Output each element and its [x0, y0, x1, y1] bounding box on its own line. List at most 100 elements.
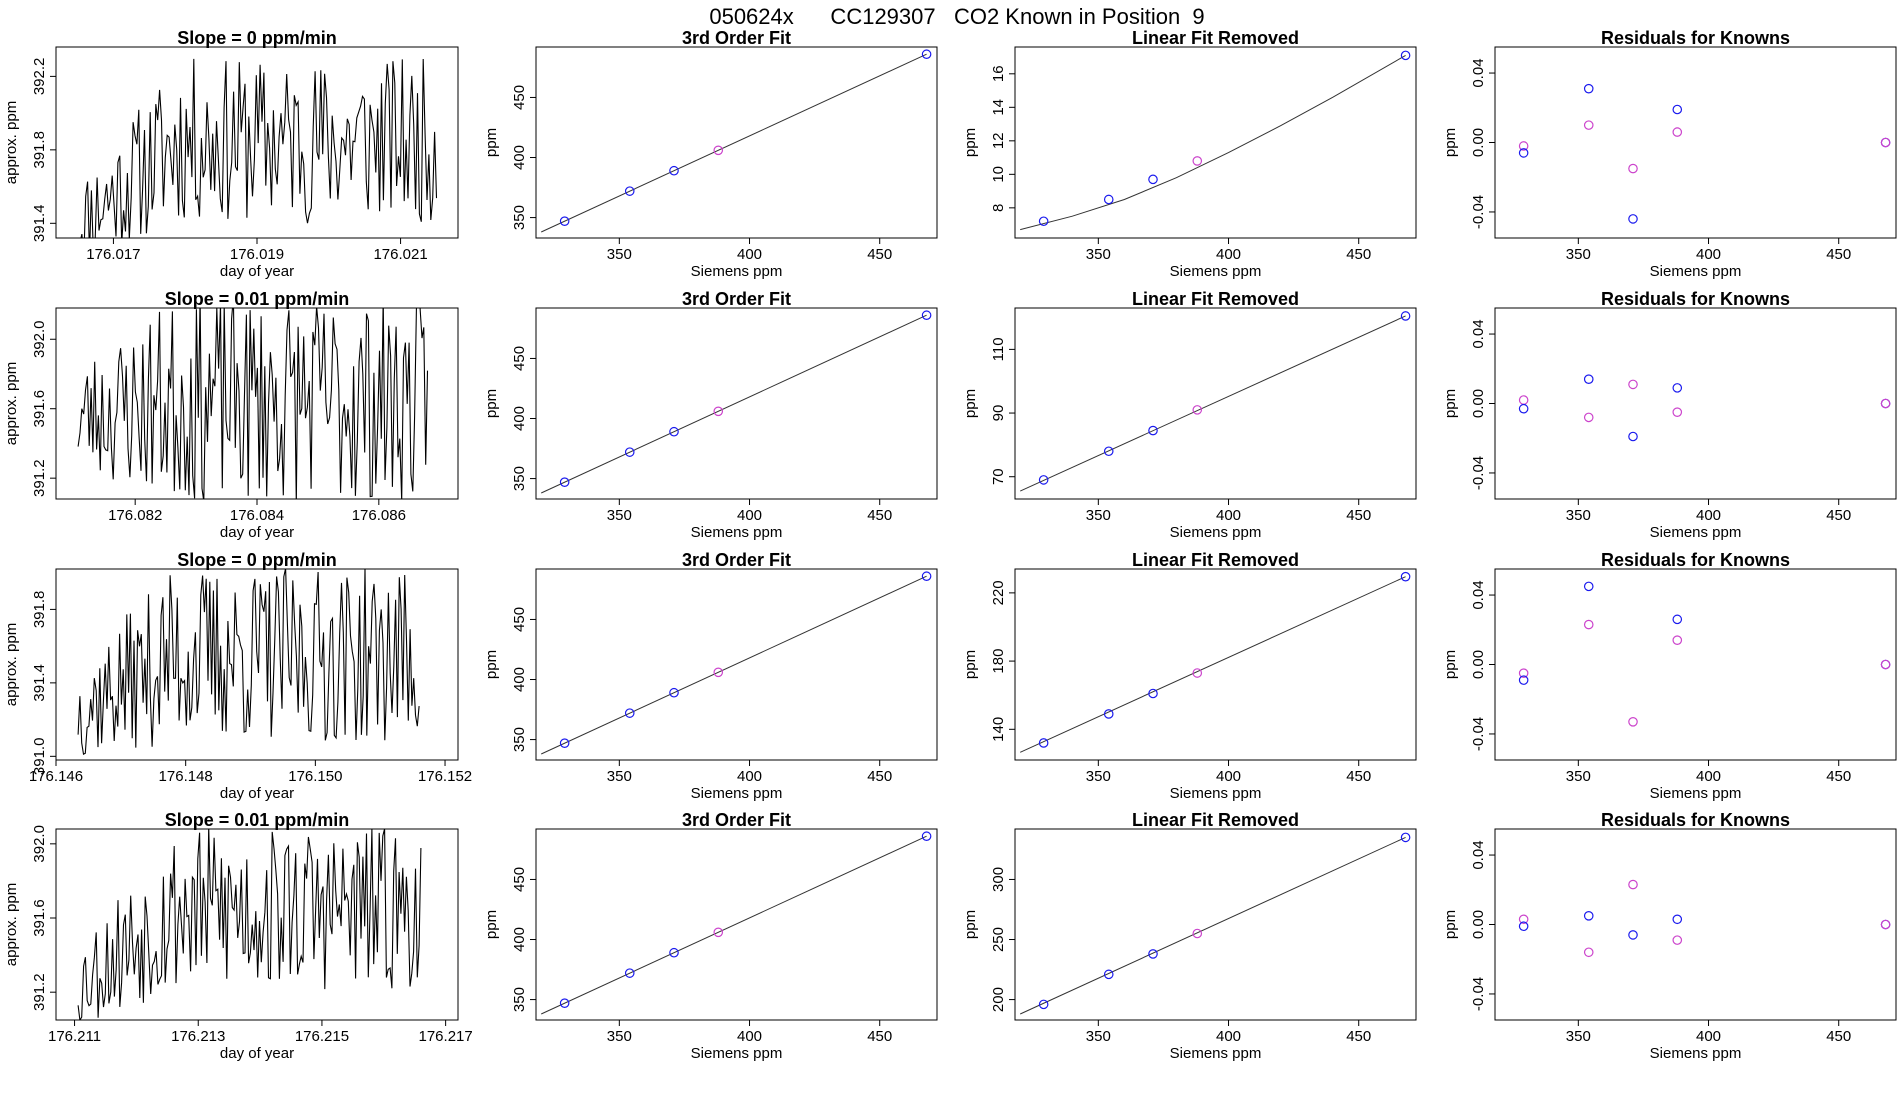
data-point-magenta: [1628, 163, 1638, 174]
data-point-blue: [669, 947, 679, 958]
x-tick-label: 350: [1566, 246, 1591, 263]
data-point-magenta: [1880, 398, 1891, 409]
y-axis-label: ppm: [1442, 650, 1459, 679]
y-axis-label: approx. ppm: [3, 101, 20, 184]
data-point-blue: [1583, 83, 1594, 94]
plot-data: [1019, 836, 1406, 1015]
plot-frame: [535, 568, 938, 761]
plot-data: [540, 53, 927, 233]
y-tick-label: 16: [990, 65, 1007, 82]
data-point-blue: [1518, 921, 1529, 932]
y-tick-label: 392.2: [31, 58, 48, 96]
data-point-magenta: [1518, 668, 1529, 678]
y-tick-label: 400: [511, 927, 528, 952]
x-tick-label: 450: [867, 507, 892, 524]
y-tick-label: 0.04: [1470, 319, 1487, 348]
panel-r2-c4: Residuals for Knowns 350 400 450 Siemens ppm…: [1442, 289, 1897, 541]
x-axis-label: Siemens ppm: [691, 1045, 783, 1062]
fit-line: [540, 575, 927, 755]
chart-title: Slope = 0 ppm/min: [177, 550, 337, 570]
y-tick-label: 400: [511, 145, 528, 170]
y-axis-label: approx. ppm: [3, 623, 20, 706]
panel-r1-c2: 3rd Order Fit 350 400 450 Siemens ppm 350 400 4…: [483, 28, 938, 280]
plot-frame: [1014, 828, 1417, 1021]
x-tick-label: 176.082: [108, 507, 162, 524]
y-tick-label: 350: [511, 727, 528, 752]
x-tick-label: 350: [1086, 1028, 1111, 1045]
x-tick-label: 400: [1216, 768, 1241, 785]
fit-curve: [1020, 54, 1406, 231]
chart-title: Linear Fit Removed: [1132, 810, 1299, 830]
x-tick-label: 350: [607, 507, 632, 524]
data-point-magenta: [1583, 947, 1594, 958]
y-tick-label: 0.04: [1470, 840, 1487, 869]
x-tick-label: 176.086: [352, 507, 406, 524]
panel-r2-c3: Linear Fit Removed 350 400 450 Siemens ppm 70…: [962, 289, 1417, 541]
x-tick-label: 400: [1216, 1028, 1241, 1045]
x-axis-label: day of year: [220, 785, 294, 802]
data-point-magenta: [713, 145, 724, 156]
data-point-magenta: [1880, 659, 1891, 670]
trace-line: [77, 569, 420, 756]
data-point-magenta: [1880, 919, 1891, 930]
x-tick-label: 450: [1346, 768, 1371, 785]
plot-frame: [1494, 307, 1897, 500]
data-point-blue: [1038, 999, 1049, 1010]
data-point-blue: [921, 49, 932, 60]
x-tick-label: 350: [607, 768, 632, 785]
trace-line: [77, 829, 422, 1020]
x-axis-label: Siemens ppm: [1650, 1045, 1742, 1062]
y-axis-label: ppm: [962, 128, 979, 157]
data-point-blue: [669, 687, 679, 698]
plot-data: [77, 308, 429, 499]
x-tick-label: 400: [737, 1028, 762, 1045]
plot-data: [540, 835, 927, 1015]
plot-frame: [1014, 568, 1417, 761]
chart-title: 3rd Order Fit: [682, 550, 791, 570]
x-axis-label: Siemens ppm: [1170, 785, 1262, 802]
plot-frame: [1494, 568, 1897, 761]
y-tick-label: 392.0: [31, 825, 48, 863]
data-point-blue: [559, 738, 570, 748]
panel-r3-c1: Slope = 0 ppm/min 176.146 176.148 176.150 17…: [3, 550, 472, 802]
y-axis-label: ppm: [962, 910, 979, 939]
x-axis-label: Siemens ppm: [691, 785, 783, 802]
x-tick-label: 400: [737, 246, 762, 263]
chart-title: Residuals for Knowns: [1601, 28, 1790, 48]
data-point-blue: [1583, 911, 1594, 921]
data-point-magenta: [1628, 716, 1638, 727]
panel-r3-c3: Linear Fit Removed 350 400 450 Siemens ppm 14…: [962, 550, 1417, 802]
panel-r1-c3: Linear Fit Removed 350 400 450 Siemens ppm 8 1…: [962, 28, 1417, 280]
y-axis-label: ppm: [1442, 389, 1459, 418]
y-axis-label: ppm: [483, 910, 500, 939]
x-tick-label: 350: [1086, 246, 1111, 263]
data-point-blue: [1038, 738, 1049, 748]
y-axis-label: approx. ppm: [3, 883, 20, 966]
x-tick-label: 450: [867, 768, 892, 785]
data-point-magenta: [1518, 914, 1529, 925]
page-title: 050624x CC129307 CO2 Known in Position 9: [709, 4, 1204, 29]
y-tick-label: 0.00: [1470, 128, 1487, 157]
data-point-magenta: [1628, 879, 1638, 890]
fit-line: [1020, 576, 1406, 753]
x-tick-label: 400: [1216, 507, 1241, 524]
y-tick-label: 250: [990, 927, 1007, 952]
panel-r4-c1: Slope = 0.01 ppm/min 176.211 176.213 176.21…: [3, 810, 473, 1062]
data-point-blue: [1518, 675, 1529, 685]
y-tick-label: 300: [990, 867, 1007, 892]
x-tick-label: 176.217: [419, 1028, 473, 1045]
data-point-blue: [921, 571, 932, 582]
plot-frame: [1014, 46, 1417, 239]
y-tick-label: 0.04: [1470, 580, 1487, 609]
y-tick-label: 391.2: [31, 459, 48, 497]
data-point-blue: [1148, 688, 1158, 699]
x-tick-label: 400: [1696, 246, 1721, 263]
data-point-blue: [1672, 104, 1683, 115]
data-point-blue: [1103, 194, 1114, 205]
plot-data: [540, 314, 927, 494]
data-point-magenta: [713, 406, 724, 417]
data-point-magenta: [1518, 395, 1529, 405]
panel-r3-c2: 3rd Order Fit 350 400 450 Siemens ppm 350 400 4…: [483, 550, 938, 802]
data-point-blue: [1583, 581, 1594, 592]
y-tick-label: 400: [511, 667, 528, 692]
